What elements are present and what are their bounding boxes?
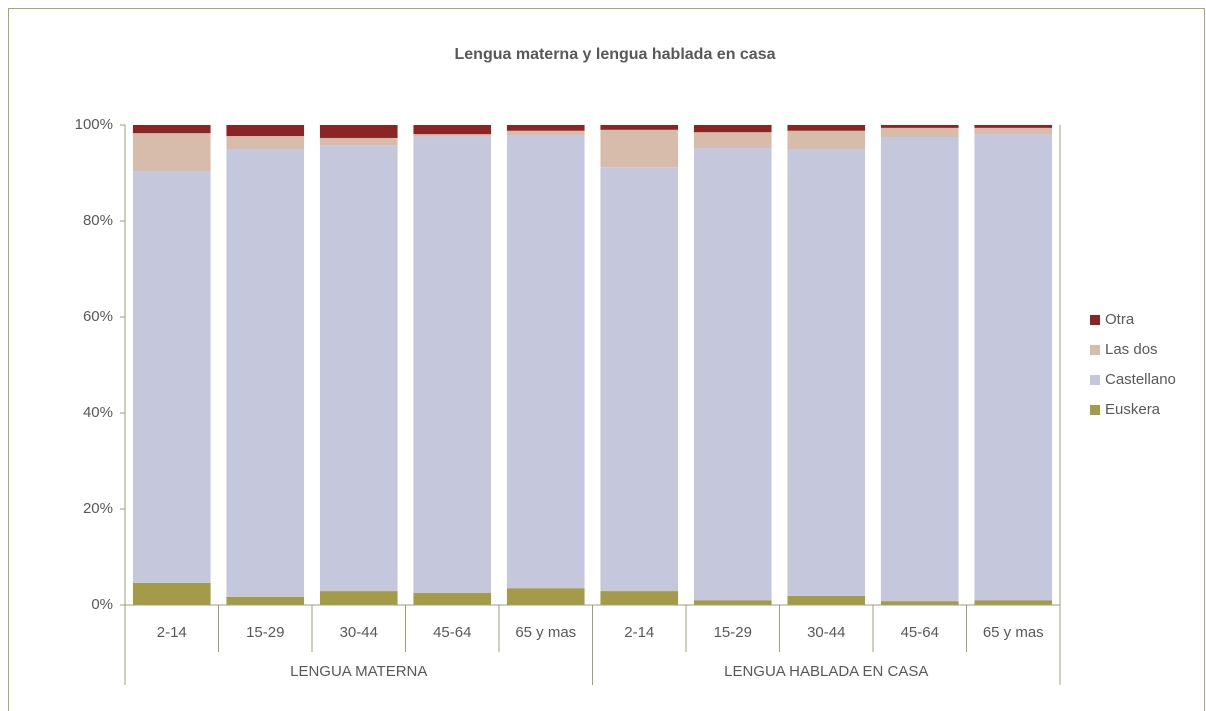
x-tick-label: 2-14 (624, 624, 654, 641)
bar-segment (506, 135, 585, 589)
bar-segment (226, 596, 305, 605)
bar-segment (506, 130, 585, 136)
bar-segment (132, 582, 211, 605)
y-tick-label: 80% (83, 212, 113, 229)
y-tick-label: 20% (83, 500, 113, 517)
x-tick-label: 65 y mas (983, 624, 1044, 641)
bar-segment (787, 130, 866, 149)
x-tick-label: 15-29 (246, 624, 284, 641)
bar-segment (226, 125, 305, 137)
x-tick-label: 45-64 (433, 624, 471, 641)
x-tick-label: 30-44 (807, 624, 845, 641)
bar-segment (974, 125, 1053, 128)
x-tick-label: 45-64 (901, 624, 939, 641)
group-label: LENGUA MATERNA (290, 663, 427, 680)
bar-segment (880, 127, 959, 137)
bar-segment (787, 595, 866, 605)
legend-swatch (1090, 345, 1100, 355)
bar-segment (880, 125, 959, 128)
legend-swatch (1090, 405, 1100, 415)
bar-segment (413, 593, 492, 605)
bar-segment (319, 591, 398, 605)
bar-segment (600, 129, 679, 168)
bar-segment (974, 134, 1053, 601)
chart-title: Lengua materna y lengua hablada en casa (455, 46, 776, 63)
bar-segment (974, 600, 1053, 605)
bar-segment (600, 125, 679, 130)
group-label: LENGUA HABLADA EN CASA (724, 663, 928, 680)
bar-segment (132, 171, 211, 583)
bar-segment (413, 125, 492, 135)
bar-segment (132, 133, 211, 172)
bar-segment (319, 137, 398, 146)
bar-segment (506, 588, 585, 605)
bar-segment (880, 601, 959, 605)
y-tick-label: 60% (83, 308, 113, 325)
bar-segment (413, 136, 492, 594)
x-tick-label: 65 y mas (515, 624, 576, 641)
legend-label: Otra (1105, 311, 1135, 328)
bar-segment (693, 125, 772, 133)
bar-segment (600, 167, 679, 592)
legend-label: Las dos (1105, 341, 1158, 358)
bar-segment (787, 149, 866, 596)
legend-label: Castellano (1105, 371, 1176, 388)
bar-segment (693, 600, 772, 605)
bar-segment (226, 136, 305, 149)
bar-segment (413, 134, 492, 137)
bar-segment (787, 125, 866, 131)
bar-segment (693, 132, 772, 149)
bar-segment (880, 137, 959, 602)
y-tick-label: 0% (91, 596, 113, 613)
bar-segment (506, 125, 585, 131)
bar-segment (600, 591, 679, 605)
bar-segment (319, 145, 398, 592)
bar-segment (226, 149, 305, 597)
bar-segment (319, 125, 398, 138)
y-tick-label: 100% (75, 116, 113, 133)
legend-swatch (1090, 375, 1100, 385)
legend-label: Euskera (1105, 401, 1161, 418)
x-tick-label: 15-29 (714, 624, 752, 641)
bar-segment (132, 125, 211, 134)
x-tick-label: 30-44 (340, 624, 378, 641)
x-tick-label: 2-14 (157, 624, 187, 641)
bar-segment (974, 127, 1053, 135)
y-tick-label: 40% (83, 404, 113, 421)
bar-segment (693, 148, 772, 601)
legend-swatch (1090, 315, 1100, 325)
